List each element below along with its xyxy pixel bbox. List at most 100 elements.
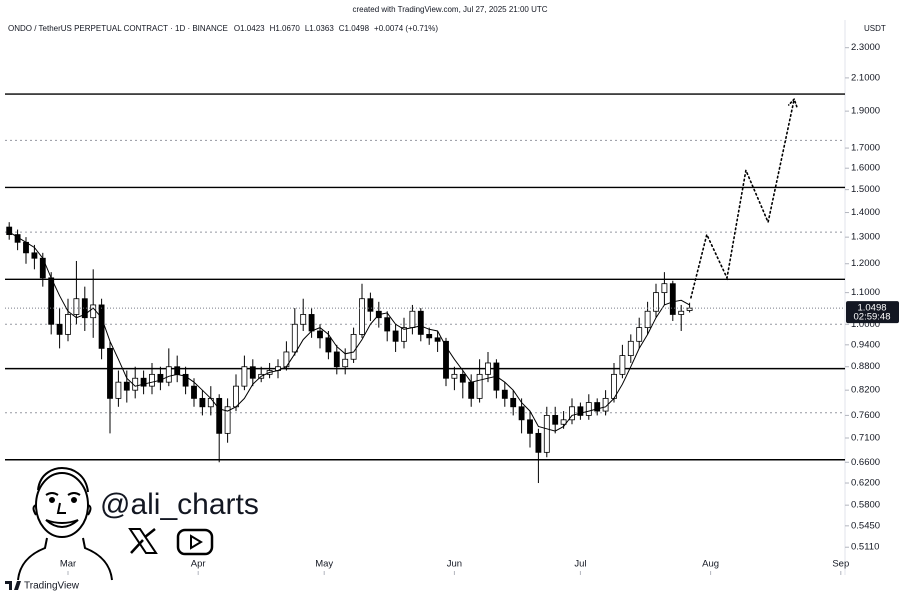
candle-body xyxy=(233,385,239,408)
y-tick-label: 0.7600 xyxy=(851,410,880,421)
candle-body xyxy=(619,355,626,375)
candle-body xyxy=(98,304,105,349)
y-tick-label: 0.8800 xyxy=(851,361,880,372)
candle-body xyxy=(636,327,643,342)
candle-body xyxy=(325,337,332,353)
brand: TradingView xyxy=(24,581,80,592)
y-tick-label: 1.9000 xyxy=(851,106,880,117)
candle-body xyxy=(577,406,584,416)
candle-body xyxy=(342,358,349,368)
x-icon xyxy=(128,528,158,554)
candle-body xyxy=(73,298,80,315)
y-tick-label: 0.6600 xyxy=(851,457,880,468)
brand-logo: TradingView xyxy=(5,581,80,592)
moving-average xyxy=(8,231,690,432)
candle-body xyxy=(485,362,491,375)
x-tick-label: Sep xyxy=(832,559,849,570)
candle-body xyxy=(384,317,391,332)
candle-body xyxy=(678,310,685,315)
ohlc-legend: L1.0363 xyxy=(305,24,334,33)
y-tick-label: 0.5800 xyxy=(851,500,880,511)
y-tick-label: 1.2000 xyxy=(851,258,880,269)
y-tick-label: 0.5110 xyxy=(851,542,879,553)
candle-body xyxy=(560,419,567,425)
candle-body xyxy=(48,277,55,325)
candle-body xyxy=(476,373,483,399)
candle-body xyxy=(518,406,525,421)
candle-body xyxy=(401,327,407,342)
y-tick-label: 0.5450 xyxy=(851,520,880,531)
y-tick-label: 1.6000 xyxy=(851,163,880,174)
candle-body xyxy=(501,389,508,399)
candle-body xyxy=(350,333,357,360)
candle-body xyxy=(174,366,181,375)
candle-body xyxy=(216,397,223,434)
candle-body xyxy=(569,406,575,421)
watermark: @ali_charts xyxy=(17,466,259,581)
candle-body xyxy=(317,330,323,339)
candle-body xyxy=(56,323,63,335)
ohlc-legend: H1.0670 xyxy=(270,24,301,33)
candle-body xyxy=(552,415,559,425)
ohlc-legend: +0.0074 (+0.71%) xyxy=(374,24,438,33)
y-tick-label: 1.1000 xyxy=(851,287,880,298)
candle-body xyxy=(359,298,365,335)
y-tick-label: 1.7000 xyxy=(851,143,880,154)
candle-body xyxy=(426,333,433,339)
levels xyxy=(5,93,845,461)
y-tick-label: 2.1000 xyxy=(851,72,880,83)
candle-body xyxy=(468,381,475,399)
candle-body xyxy=(459,373,466,383)
youtube-icon xyxy=(176,528,214,556)
candle-body xyxy=(409,310,416,329)
candle-body xyxy=(417,310,424,335)
candle-body xyxy=(669,283,676,315)
y-tick-label: 1.4000 xyxy=(851,207,880,218)
plot xyxy=(5,97,845,484)
ohlc-legend: O1.0423 xyxy=(234,24,265,33)
candle-body xyxy=(249,366,256,379)
candle-body xyxy=(451,373,458,379)
candle-body xyxy=(224,406,231,434)
candle-body xyxy=(115,381,122,399)
currency: USDT xyxy=(864,24,886,33)
candle-body xyxy=(392,330,399,342)
price-tag-value: 1.0498 xyxy=(857,303,886,314)
candle-body xyxy=(434,337,441,342)
projection xyxy=(690,98,795,299)
y-tick-label: 2.3000 xyxy=(851,42,880,53)
y-tick-label: 1.3000 xyxy=(851,232,880,243)
x-tick-label: May xyxy=(315,559,333,570)
countdown: 02:59:48 xyxy=(854,312,891,323)
y-tick-label: 0.7100 xyxy=(851,433,880,444)
credit: created with TradingView.com, Jul 27, 20… xyxy=(352,5,547,14)
candle-body xyxy=(308,314,315,332)
candle-body xyxy=(543,415,550,453)
candle-body xyxy=(535,432,542,453)
x-tick-label: Mar xyxy=(60,559,76,570)
x-tick-label: Apr xyxy=(191,559,206,570)
candle-body xyxy=(191,385,197,399)
candle-body xyxy=(644,310,651,329)
candle-body xyxy=(627,340,634,356)
candle-body xyxy=(90,304,97,319)
candle-body xyxy=(367,298,374,312)
y-tick-label: 0.6200 xyxy=(851,478,880,489)
price-tag xyxy=(846,301,899,324)
handle: @ali_charts xyxy=(100,488,259,521)
candle-body xyxy=(81,298,88,319)
y-tick-label: 1.5000 xyxy=(851,184,880,195)
candle-body xyxy=(594,402,601,412)
candle-body xyxy=(140,377,147,387)
candle-body xyxy=(333,351,340,368)
y-tick-label: 0.8200 xyxy=(851,385,880,396)
candle-body xyxy=(661,283,668,294)
avatar xyxy=(17,466,113,581)
candle-body xyxy=(300,314,307,325)
candle-body xyxy=(443,340,449,379)
candle-body xyxy=(107,347,113,399)
candle-body xyxy=(6,226,13,236)
